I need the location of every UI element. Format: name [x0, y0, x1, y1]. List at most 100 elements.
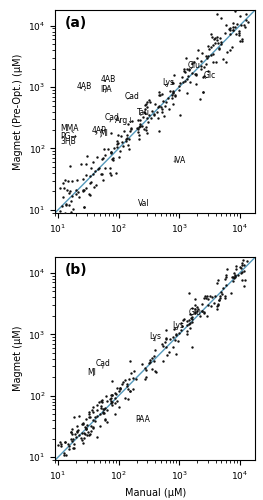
Point — [164, 334, 168, 342]
Point — [102, 406, 106, 413]
Point — [159, 90, 164, 98]
Point — [231, 26, 235, 34]
Point — [112, 144, 116, 152]
Point — [174, 330, 178, 338]
Point — [170, 342, 175, 350]
Point — [199, 57, 203, 65]
Point — [66, 440, 70, 448]
Point — [187, 290, 191, 298]
Point — [102, 409, 106, 417]
Point — [100, 156, 104, 164]
Point — [209, 302, 213, 310]
Point — [224, 58, 228, 66]
Point — [180, 73, 184, 81]
Point — [213, 34, 217, 42]
Point — [212, 35, 216, 43]
Point — [113, 398, 118, 406]
Point — [235, 20, 239, 28]
Point — [101, 176, 105, 184]
Point — [204, 52, 209, 60]
Point — [97, 164, 101, 172]
Point — [91, 158, 95, 166]
Point — [203, 292, 207, 300]
Point — [178, 80, 182, 88]
Text: Lys: Lys — [172, 321, 184, 330]
Point — [118, 147, 123, 155]
Point — [206, 52, 211, 60]
Point — [210, 50, 215, 58]
Point — [105, 406, 109, 414]
Point — [87, 410, 92, 418]
Point — [199, 300, 204, 308]
Point — [120, 138, 124, 146]
Point — [72, 440, 76, 448]
Point — [124, 136, 128, 144]
Point — [105, 418, 109, 426]
Point — [193, 308, 197, 316]
Point — [108, 396, 112, 404]
Point — [69, 428, 73, 436]
Point — [223, 292, 227, 300]
Point — [101, 154, 105, 162]
Point — [109, 398, 114, 406]
Point — [146, 118, 150, 126]
Point — [159, 103, 163, 111]
Text: MI: MI — [87, 368, 96, 378]
Point — [206, 66, 210, 74]
Point — [154, 368, 158, 376]
Point — [206, 42, 210, 50]
Point — [117, 387, 121, 395]
Point — [88, 412, 92, 420]
Point — [182, 64, 186, 72]
Point — [110, 156, 114, 164]
Point — [212, 300, 216, 308]
Point — [184, 54, 188, 62]
Point — [242, 267, 246, 275]
Point — [88, 178, 93, 186]
Point — [196, 46, 200, 54]
Point — [83, 424, 87, 432]
Point — [160, 340, 164, 347]
Point — [99, 404, 103, 411]
Point — [109, 150, 113, 158]
Point — [90, 424, 95, 432]
Point — [156, 91, 161, 99]
Point — [147, 111, 151, 119]
Point — [185, 74, 189, 82]
Point — [95, 412, 99, 420]
Point — [100, 170, 104, 178]
Point — [231, 277, 235, 285]
Point — [84, 184, 88, 192]
Text: 4AB: 4AB — [76, 82, 92, 91]
Point — [231, 273, 236, 281]
Point — [223, 294, 227, 302]
Point — [118, 384, 123, 392]
Point — [88, 164, 93, 172]
Point — [99, 170, 103, 178]
Point — [194, 80, 198, 88]
Point — [80, 420, 84, 428]
Point — [160, 108, 164, 116]
Point — [129, 369, 133, 377]
Point — [113, 410, 117, 418]
Point — [135, 124, 140, 132]
Point — [164, 98, 168, 106]
Point — [193, 309, 197, 317]
Point — [232, 273, 237, 281]
Point — [99, 396, 104, 404]
Point — [62, 449, 66, 457]
Point — [137, 131, 141, 139]
Point — [95, 153, 99, 161]
Point — [109, 129, 113, 137]
Point — [157, 88, 161, 96]
Point — [91, 423, 95, 431]
Point — [236, 272, 240, 280]
Point — [221, 55, 225, 63]
Point — [180, 322, 184, 330]
Point — [128, 386, 132, 394]
Point — [152, 356, 156, 364]
Point — [72, 444, 76, 452]
Point — [140, 122, 144, 130]
Point — [67, 444, 71, 452]
Point — [129, 124, 133, 132]
